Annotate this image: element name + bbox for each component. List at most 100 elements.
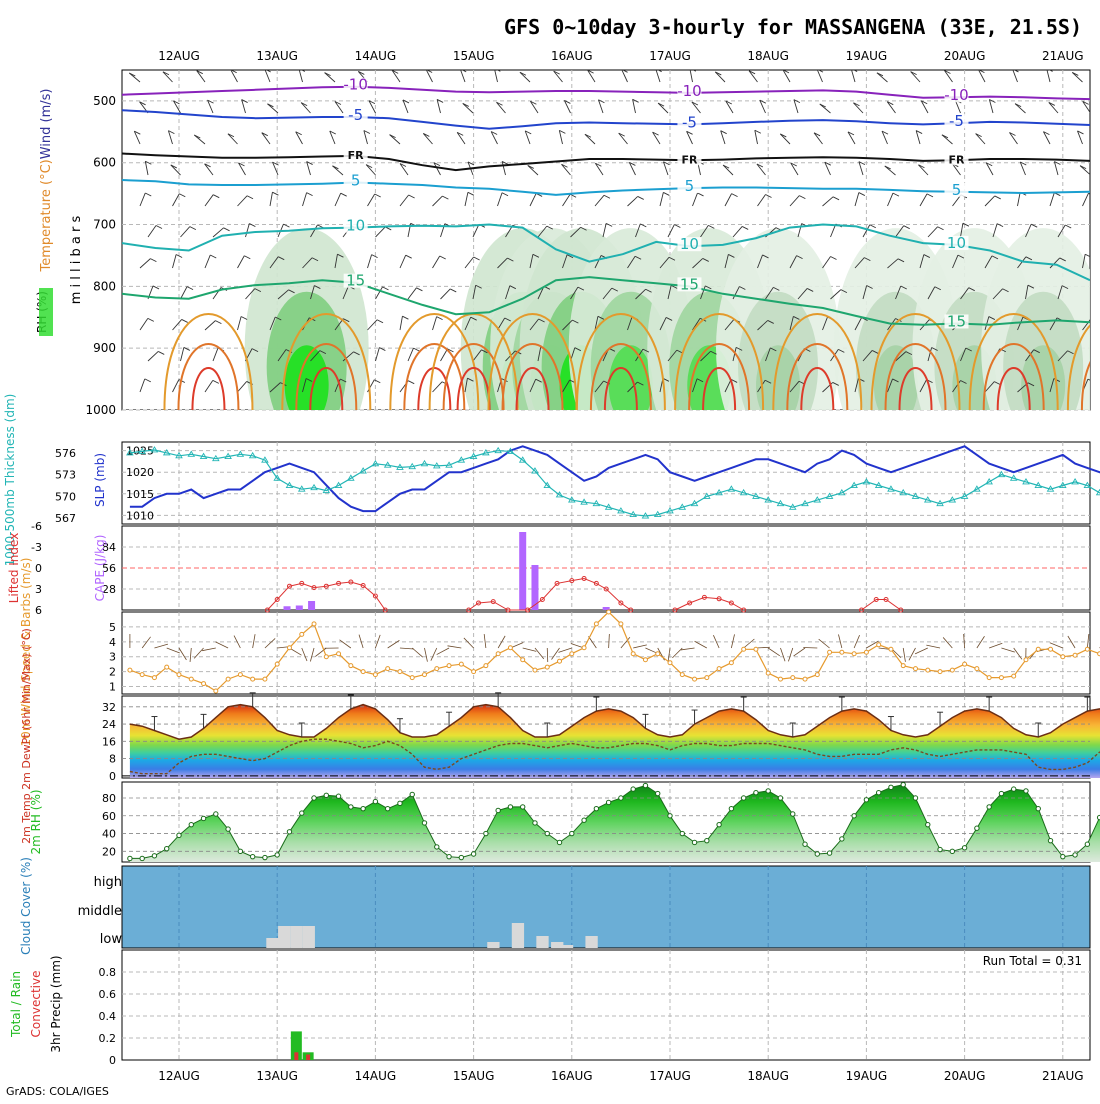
- wind-barb-flag: [708, 225, 714, 228]
- low-cloud-bar: [266, 938, 278, 948]
- wind-barb: [433, 196, 443, 206]
- li-tick: 0: [35, 562, 42, 575]
- wind-barb: [366, 165, 375, 175]
- wind-barb-flag: [663, 192, 669, 195]
- slp-tick: 1015: [126, 488, 154, 501]
- wind-barb: [441, 289, 451, 299]
- surface-wind-barb: [447, 646, 461, 648]
- wind-speed-point: [1024, 658, 1028, 662]
- wind-barb: [465, 257, 474, 268]
- wind-speed-point: [975, 667, 979, 671]
- wind-barb-flag: [307, 193, 313, 196]
- surface-wind-barb: [731, 634, 734, 648]
- low-cloud-bar: [512, 923, 524, 948]
- wind-speed-point: [705, 676, 709, 680]
- surface-wind-barb: [412, 648, 423, 657]
- surface-wind-barb: [142, 637, 150, 648]
- wind-barb-flag: [502, 193, 508, 196]
- wind-speed-point: [766, 671, 770, 675]
- date-label: 16AUG: [551, 1069, 593, 1083]
- rh-point: [459, 855, 463, 859]
- wind-speed-point: [778, 677, 782, 681]
- rh-legend-swatch: [39, 288, 53, 336]
- rh-point: [250, 854, 254, 858]
- slp-tick: 1020: [126, 466, 154, 479]
- wind-speed-point: [521, 658, 525, 662]
- low-cloud-bar: [303, 926, 315, 948]
- wind-barb: [725, 194, 732, 206]
- wind-barb: [163, 72, 173, 82]
- wind-barb: [1083, 193, 1089, 206]
- wind-barb: [376, 227, 386, 237]
- precip-tick: 0.8: [99, 966, 117, 979]
- rh-point: [791, 812, 795, 816]
- wind-barb-flag: [1088, 193, 1094, 196]
- li-tick: 6: [35, 604, 42, 617]
- wind-barb: [400, 316, 402, 330]
- wind-barb-flag: [995, 196, 1001, 199]
- cloud-level-label: high: [94, 875, 122, 890]
- surface-wind-barb: [551, 648, 559, 659]
- wind-barb: [563, 194, 571, 206]
- wind-barb: [332, 166, 343, 175]
- rh-point: [336, 794, 340, 798]
- rh-point: [447, 854, 451, 858]
- wind-barb-flag: [440, 256, 446, 259]
- low-cloud-bar: [290, 926, 302, 948]
- low-cloud-bar: [487, 942, 499, 948]
- pressure-tick: 900: [93, 341, 116, 355]
- rh-point: [533, 821, 537, 825]
- rh-point: [263, 855, 267, 859]
- date-label: 12AUG: [158, 49, 200, 63]
- wind-barb-flag: [215, 321, 221, 324]
- wind-barb: [148, 351, 158, 361]
- wind-barb: [885, 166, 896, 175]
- wind-speed-point: [938, 670, 942, 674]
- wind-barb-flag: [145, 193, 151, 196]
- wind-speed-point: [558, 659, 562, 663]
- wind-barb: [437, 99, 440, 113]
- wind-tick: 4: [109, 636, 116, 649]
- wind-barb: [173, 380, 179, 392]
- wind-barb: [303, 193, 307, 206]
- wind-barb: [441, 349, 448, 361]
- pressure-tick: 500: [93, 94, 116, 108]
- wind-barb-flag: [182, 319, 188, 322]
- rh-point: [238, 849, 242, 853]
- surface-wind-barb: [838, 634, 841, 648]
- thickness-tick: 573: [55, 469, 76, 482]
- wind-tick: 3: [109, 651, 116, 664]
- precip-tick: 0: [109, 1054, 116, 1067]
- wind-barb: [823, 257, 831, 268]
- axis-title-part: CAPE (J/kg): [93, 535, 107, 602]
- isotherm-label: 15: [947, 312, 966, 330]
- wind-barb-flag: [638, 196, 644, 199]
- wind-barb: [562, 164, 571, 175]
- li-tick: 3: [35, 583, 42, 596]
- isotherm-label: -5: [348, 106, 363, 124]
- rh-point: [619, 796, 623, 800]
- pressure-tick: 1000: [85, 403, 116, 417]
- rh-point: [766, 789, 770, 793]
- rh-point: [324, 793, 328, 797]
- date-label: 19AUG: [846, 1069, 888, 1083]
- wind-barb: [628, 196, 638, 206]
- rh-point: [864, 798, 868, 802]
- surface-wind-barb: [190, 648, 191, 662]
- wind-barb: [502, 161, 505, 175]
- cloud-level-label: middle: [78, 904, 122, 919]
- wind-barb-flag: [213, 380, 219, 383]
- wind-barb: [270, 192, 272, 206]
- thickness-tick: 567: [55, 512, 76, 525]
- rh-point: [950, 849, 954, 853]
- temp-tick: 32: [102, 701, 116, 714]
- date-label: 14AUG: [355, 49, 397, 63]
- surface-wind-barb: [558, 648, 571, 652]
- date-label: 20AUG: [944, 49, 986, 63]
- precip-tick: 0.6: [99, 988, 117, 1001]
- wind-barb: [194, 135, 205, 144]
- wind-speed-point: [128, 668, 132, 672]
- isotherm-label: 5: [952, 181, 962, 199]
- surface-wind-barb: [359, 635, 363, 648]
